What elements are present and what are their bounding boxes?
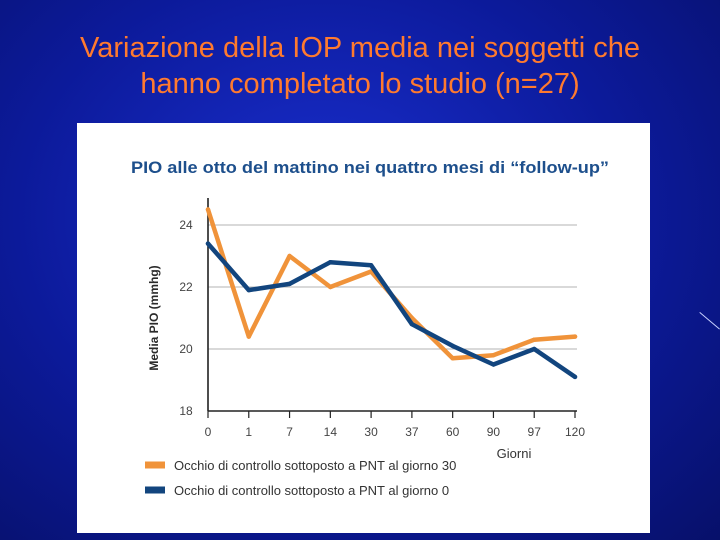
data-point-s1-60 (450, 356, 455, 361)
y-tick-labels: 18 20 22 24 (179, 218, 193, 418)
x-tick-label-7: 7 (286, 425, 293, 439)
slide-title: Variazione della IOP media nei soggetti … (0, 30, 720, 102)
data-point-s1-0 (205, 207, 211, 212)
data-point-s2-60 (450, 343, 455, 349)
legend-label-1: Occhio di controllo sottoposto a PNT al … (174, 458, 456, 473)
x-axis-label: Giorni (497, 446, 532, 461)
y-axis-label: Media PIO (mmhg) (147, 265, 161, 370)
x-tick-label-90: 90 (487, 425, 501, 439)
x-tick-label-1: 1 (245, 425, 252, 439)
series-line-2 (205, 241, 578, 380)
slide-title-line-2: hanno completato lo studio (n=27) (140, 68, 580, 100)
data-point-s2-90 (491, 362, 496, 367)
x-tick-label-0: 0 (205, 425, 212, 439)
x-tick-label-30: 30 (364, 425, 378, 439)
data-point-s1-120 (572, 334, 578, 339)
data-point-s2-1 (246, 287, 251, 293)
data-point-s2-97 (532, 346, 537, 352)
y-tick-label-22: 22 (179, 280, 193, 294)
data-point-s1-1 (246, 334, 251, 339)
data-point-s2-37 (409, 322, 415, 327)
line-chart: PIO alle otto del mattino nei quattro me… (131, 158, 609, 498)
data-point-s1-90 (491, 353, 496, 358)
axes (207, 198, 577, 418)
data-series (205, 207, 578, 380)
x-tick-labels: 0 1 7 14 30 37 60 90 97 120 (205, 425, 586, 439)
legend-label-2: Occhio di controllo sottoposto a PNT al … (174, 483, 449, 498)
data-point-s2-7 (287, 281, 292, 287)
data-point-s2-14 (328, 260, 333, 265)
legend: Occhio di controllo sottoposto a PNT al … (145, 458, 456, 498)
y-tick-label-18: 18 (179, 404, 193, 418)
chart-panel: PIO alle otto del mattino nei quattro me… (77, 123, 650, 533)
data-point-s2-0 (205, 241, 211, 246)
slide-title-line-1: Variazione della IOP media nei soggetti … (80, 32, 640, 64)
chart-title: PIO alle otto del mattino nei quattro me… (131, 158, 609, 177)
decorative-line (699, 312, 720, 330)
series-line-1 (205, 207, 578, 361)
y-tick-label-24: 24 (179, 218, 193, 232)
x-tick-label-37: 37 (405, 425, 419, 439)
data-point-s1-97 (532, 337, 537, 342)
data-point-s2-30 (368, 263, 374, 268)
x-tick-label-14: 14 (324, 425, 338, 439)
x-tick-label-120: 120 (565, 425, 585, 439)
data-point-s2-120 (572, 374, 578, 380)
data-point-s1-14 (328, 284, 333, 290)
data-point-s1-7 (287, 253, 292, 259)
x-tick-label-60: 60 (446, 425, 460, 439)
y-tick-label-20: 20 (179, 342, 193, 356)
x-tick-label-97: 97 (528, 425, 542, 439)
